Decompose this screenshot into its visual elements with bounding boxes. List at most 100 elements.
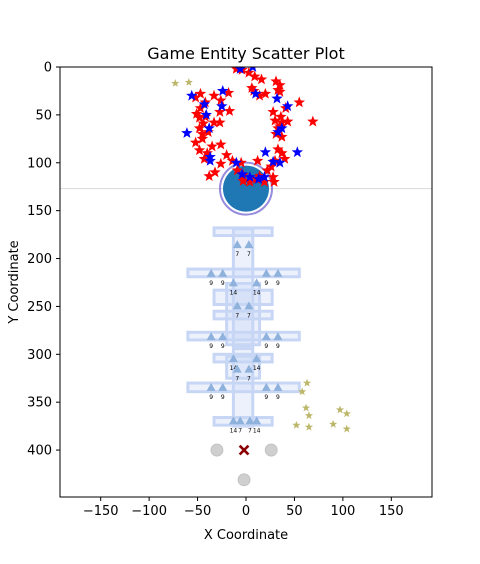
khaki-star-marker bbox=[335, 405, 345, 414]
triangle-marker bbox=[218, 332, 228, 341]
red-star-marker bbox=[267, 171, 279, 182]
red-star-marker bbox=[259, 87, 272, 99]
triangle-label: 9 bbox=[209, 394, 213, 401]
red-star-marker bbox=[258, 175, 271, 187]
red-star-marker bbox=[272, 143, 284, 155]
triangle-marker bbox=[244, 364, 254, 373]
red-star-marker bbox=[274, 79, 286, 91]
triangle-label: 14 bbox=[253, 289, 261, 296]
blue-star-marker bbox=[291, 146, 304, 158]
blue-star-marker bbox=[236, 168, 248, 180]
blue-star-marker bbox=[204, 151, 216, 162]
triangle-marker bbox=[228, 354, 238, 363]
red-star-marker bbox=[196, 132, 209, 144]
x-tick-label: −150 bbox=[83, 504, 119, 519]
triangle-marker bbox=[261, 268, 271, 277]
triangle-label: 7 bbox=[238, 427, 242, 434]
red-star-marker bbox=[293, 96, 305, 108]
blue-star-marker bbox=[272, 126, 284, 137]
red-star-marker bbox=[209, 166, 221, 178]
triangle-marker bbox=[228, 416, 238, 425]
triangle-label: 7 bbox=[247, 312, 251, 319]
triangle-marker bbox=[232, 364, 242, 373]
triangle-label: 9 bbox=[209, 280, 213, 287]
y-tick-label: 400 bbox=[27, 444, 52, 459]
red-star-marker bbox=[206, 140, 218, 152]
blue-star-marker bbox=[259, 146, 272, 158]
red-star-marker bbox=[203, 170, 215, 182]
triangle-marker bbox=[261, 382, 271, 391]
triangle-marker bbox=[218, 382, 228, 391]
structure-rect bbox=[186, 330, 301, 342]
y-tick-label: 50 bbox=[35, 108, 52, 123]
x-tick-label: 50 bbox=[286, 504, 303, 519]
blue-star-marker bbox=[217, 84, 229, 96]
red-star-marker bbox=[253, 89, 266, 101]
triangle-label: 9 bbox=[221, 394, 225, 401]
triangle-label: 9 bbox=[276, 343, 280, 350]
triangle-marker bbox=[235, 416, 245, 425]
triangle-label: 14 bbox=[230, 427, 238, 434]
structure-rect bbox=[212, 416, 274, 427]
red-star-marker bbox=[261, 164, 274, 176]
khaki-star-marker bbox=[301, 403, 311, 412]
red-star-marker bbox=[268, 175, 280, 187]
red-star-marker bbox=[235, 156, 247, 168]
khaki-star-marker bbox=[329, 419, 338, 428]
triangle-label: 7 bbox=[235, 312, 239, 319]
triangle-label: 9 bbox=[276, 394, 280, 401]
red-star-marker bbox=[267, 106, 279, 117]
blue-star-marker bbox=[276, 122, 288, 134]
structure-rect bbox=[186, 381, 301, 394]
triangle-marker bbox=[206, 268, 216, 277]
red-star-marker bbox=[208, 89, 220, 101]
red-star-marker bbox=[237, 174, 249, 186]
red-star-marker bbox=[215, 94, 227, 106]
red-star-marker bbox=[248, 84, 260, 96]
khaki-star-marker bbox=[302, 378, 312, 387]
triangle-label: 9 bbox=[264, 394, 268, 401]
gray-circle-marker bbox=[264, 443, 278, 457]
triangle-marker bbox=[206, 332, 216, 341]
red-star-marker bbox=[275, 110, 287, 122]
triangle-marker bbox=[252, 278, 262, 287]
triangle-label: 7 bbox=[248, 427, 252, 434]
triangle-label: 7 bbox=[235, 376, 239, 383]
blue-star-marker bbox=[186, 89, 198, 101]
red-star-marker bbox=[307, 115, 319, 127]
red-star-marker bbox=[246, 82, 258, 93]
blue-star-marker bbox=[204, 154, 216, 166]
khaki-star-marker bbox=[342, 424, 351, 433]
red-star-marker bbox=[281, 115, 294, 127]
plot-area: 7 79 9 9 914 147 79 9 9 914 147 79 9 9 914 7 7 14 bbox=[60, 67, 432, 487]
khaki-star-marker bbox=[171, 78, 180, 87]
red-star-marker bbox=[215, 138, 227, 150]
triangle-label: 7 bbox=[247, 251, 251, 258]
blue-star-marker bbox=[252, 173, 265, 184]
red-star-marker bbox=[208, 116, 220, 128]
triangle-label: 14 bbox=[253, 365, 261, 372]
red-star-marker bbox=[197, 117, 210, 129]
red-star-marker bbox=[272, 83, 284, 95]
y-tick-label: 200 bbox=[27, 252, 52, 267]
structure-rect bbox=[186, 267, 301, 279]
red-star-marker bbox=[189, 91, 202, 103]
triangle-marker bbox=[228, 278, 238, 287]
red-star-marker bbox=[215, 157, 227, 169]
x-tick-label: 150 bbox=[379, 504, 404, 519]
triangle-marker bbox=[206, 382, 216, 391]
red-star-marker bbox=[279, 152, 291, 164]
triangle-marker bbox=[252, 354, 262, 363]
khaki-star-marker bbox=[304, 411, 314, 420]
blue-star-marker bbox=[181, 127, 193, 138]
blue-star-marker bbox=[249, 67, 257, 72]
red-star-marker bbox=[190, 107, 203, 119]
red-star-marker bbox=[251, 154, 264, 166]
triangle-label: 9 bbox=[221, 343, 225, 350]
red-star-marker bbox=[196, 128, 209, 139]
red-star-marker bbox=[189, 136, 202, 148]
triangle-label: 9 bbox=[264, 280, 268, 287]
y-tick-label: 100 bbox=[27, 156, 52, 171]
blue-star-marker bbox=[198, 98, 211, 110]
